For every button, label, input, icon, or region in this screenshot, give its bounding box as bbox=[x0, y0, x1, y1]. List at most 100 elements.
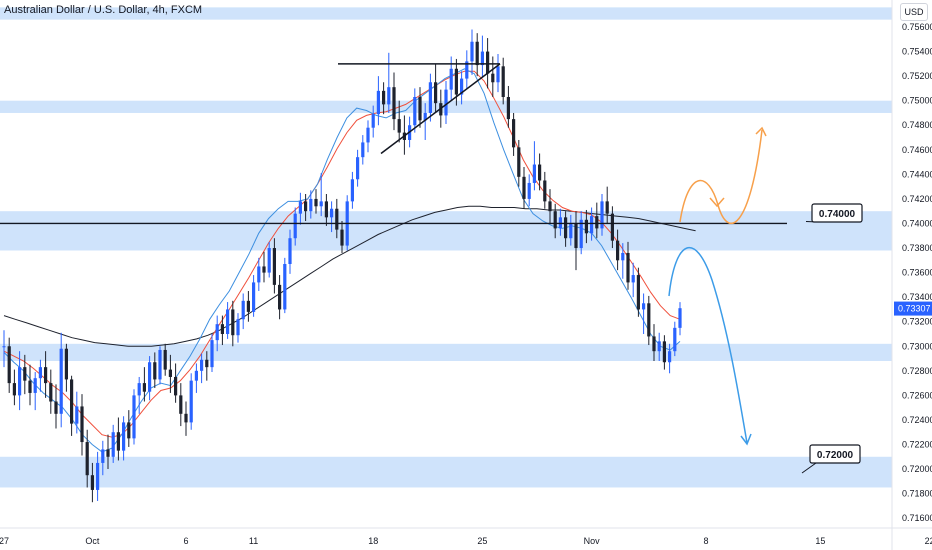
x-tick-label: Nov bbox=[584, 536, 601, 546]
moving-average-fast-line bbox=[3, 68, 681, 453]
candle-body bbox=[548, 201, 552, 212]
candle-body bbox=[475, 41, 479, 66]
candle-body bbox=[470, 41, 474, 62]
x-tick-label: 6 bbox=[183, 536, 188, 546]
y-tick-label: 0.72400 bbox=[902, 415, 932, 425]
candle-body bbox=[454, 68, 458, 95]
triangle-bottom-line bbox=[380, 63, 501, 155]
candle-body bbox=[278, 284, 282, 310]
candle-body bbox=[90, 475, 94, 490]
x-tick-label: 8 bbox=[703, 536, 708, 546]
candle-body bbox=[673, 327, 677, 352]
support-resistance-zone bbox=[0, 7, 892, 20]
candle-body bbox=[621, 252, 625, 261]
candle-body bbox=[7, 346, 11, 384]
candle-body bbox=[428, 82, 432, 113]
candle-body bbox=[579, 219, 583, 249]
candle-body bbox=[512, 119, 516, 148]
bullish-projection-path bbox=[679, 129, 763, 224]
candle-body bbox=[85, 442, 89, 476]
candle-body bbox=[517, 147, 521, 177]
candle-body bbox=[200, 359, 204, 371]
bullish-projection-arrowhead bbox=[755, 126, 767, 137]
candle-body bbox=[96, 462, 100, 490]
candle-body bbox=[392, 87, 396, 120]
last-price-tag bbox=[894, 301, 932, 316]
bullish-projection-pivot bbox=[709, 197, 725, 208]
candle-body bbox=[38, 367, 42, 379]
candle-body bbox=[70, 379, 74, 424]
candle-body bbox=[33, 378, 37, 393]
candle-body bbox=[241, 300, 245, 320]
candle-body bbox=[304, 201, 308, 212]
candle-body bbox=[283, 264, 287, 310]
candle-body bbox=[231, 309, 235, 336]
candle-body bbox=[309, 198, 313, 212]
candle-body bbox=[137, 383, 141, 396]
candle-body bbox=[236, 319, 240, 336]
candle-body bbox=[423, 112, 427, 121]
candle-body bbox=[444, 89, 448, 116]
candle-body bbox=[491, 73, 495, 83]
candle-body bbox=[44, 367, 48, 384]
candle-body bbox=[184, 413, 188, 423]
candle-body bbox=[564, 217, 568, 239]
candle-body bbox=[532, 164, 536, 183]
candle-body bbox=[366, 127, 370, 143]
candle-body bbox=[101, 449, 105, 463]
y-tick-label: 0.75000 bbox=[902, 96, 932, 106]
candle-body bbox=[382, 90, 386, 105]
candle-body bbox=[122, 422, 126, 451]
candle-body bbox=[647, 303, 651, 337]
candle-body bbox=[298, 201, 302, 214]
candle-body bbox=[252, 282, 256, 312]
candle-body bbox=[158, 349, 162, 380]
candle-body bbox=[642, 303, 646, 310]
candle-body bbox=[153, 362, 157, 380]
bearish-projection-path bbox=[668, 246, 748, 444]
candle-body bbox=[179, 395, 183, 414]
candle-body bbox=[59, 348, 63, 414]
candle-body bbox=[569, 223, 573, 239]
y-tick-label: 0.72200 bbox=[902, 440, 932, 450]
x-tick-label: 18 bbox=[368, 536, 378, 546]
candle-body bbox=[652, 336, 656, 352]
candle-body bbox=[168, 369, 172, 377]
y-tick-label: 0.74000 bbox=[902, 218, 932, 228]
x-tick-label: 11 bbox=[249, 536, 258, 546]
candle-body bbox=[480, 51, 484, 66]
candle-body bbox=[527, 182, 531, 199]
y-tick-label: 0.75600 bbox=[902, 22, 932, 32]
candle-body bbox=[626, 252, 630, 283]
candle-body bbox=[590, 216, 594, 234]
candle-body bbox=[538, 164, 542, 181]
candle-body bbox=[330, 208, 334, 218]
candle-body bbox=[288, 238, 292, 264]
candle-body bbox=[215, 324, 219, 341]
candle-body bbox=[361, 142, 365, 158]
y-tick-label: 0.73200 bbox=[902, 317, 932, 327]
y-tick-label: 0.74400 bbox=[902, 169, 932, 179]
candle-body bbox=[418, 97, 422, 121]
candle-body bbox=[376, 90, 380, 115]
candle-body bbox=[350, 179, 354, 202]
y-tick-label: 0.71600 bbox=[902, 513, 932, 523]
candle-body bbox=[2, 346, 6, 348]
candle-body bbox=[12, 383, 16, 396]
candle-body bbox=[553, 211, 557, 229]
currency-badge[interactable]: USD bbox=[900, 3, 928, 21]
candle-body bbox=[163, 349, 167, 370]
candle-body bbox=[257, 266, 261, 283]
candle-body bbox=[54, 401, 58, 414]
candle-body bbox=[501, 66, 505, 98]
y-tick-label: 0.72600 bbox=[902, 390, 932, 400]
candle-body bbox=[465, 61, 469, 79]
y-tick-label: 0.74200 bbox=[902, 194, 932, 204]
candle-body bbox=[449, 68, 453, 90]
y-tick-label: 0.72800 bbox=[902, 366, 932, 376]
candle-body bbox=[210, 340, 214, 368]
candle-body bbox=[262, 266, 266, 273]
y-tick-label: 0.75400 bbox=[902, 47, 932, 57]
key-level-label: 0.74000 bbox=[819, 209, 856, 220]
